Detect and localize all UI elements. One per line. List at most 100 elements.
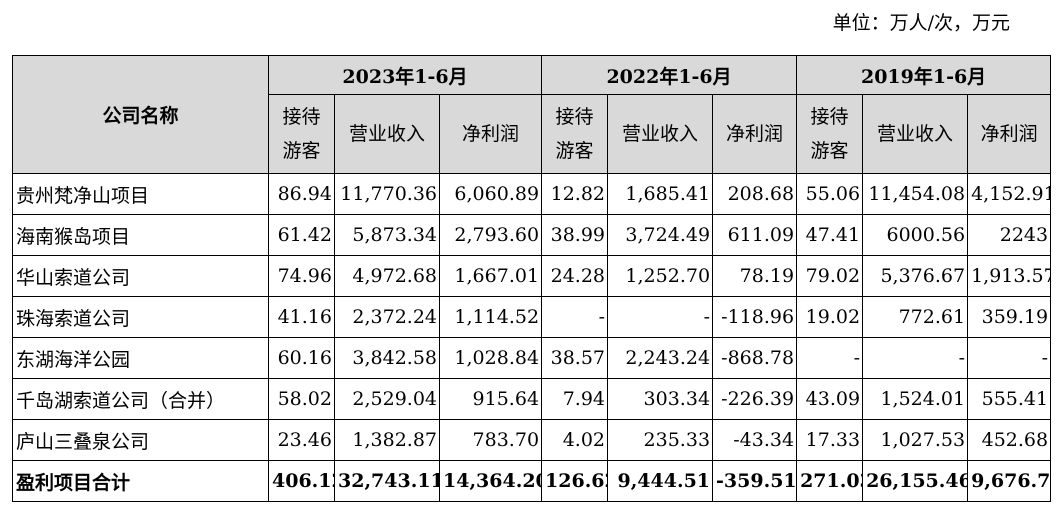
value-cell: 235.33 bbox=[607, 419, 714, 461]
visitors-header-label: 接待游客 bbox=[555, 106, 594, 162]
value-cell: 6,060.89 bbox=[438, 173, 543, 215]
value-cell: - bbox=[967, 337, 1052, 379]
value-cell: 2,243.24 bbox=[607, 337, 714, 379]
total-label-cell: 盈利项目合计 bbox=[12, 460, 269, 502]
value-cell: -226.39 bbox=[712, 378, 798, 420]
revenue-header: 营业收入 bbox=[862, 94, 969, 174]
value-cell: 1,667.01 bbox=[438, 255, 543, 297]
value-cell: 452.68 bbox=[967, 419, 1052, 461]
total-value-cell: 26,155.46 bbox=[862, 460, 969, 502]
value-cell: 303.34 bbox=[607, 378, 714, 420]
value-cell: 60.16 bbox=[268, 337, 335, 379]
value-cell: 208.68 bbox=[712, 173, 798, 215]
company-name-cell: 东湖海洋公园 bbox=[12, 337, 269, 379]
visitors-header: 接待游客 bbox=[796, 94, 864, 174]
visitors-header: 接待游客 bbox=[541, 94, 609, 174]
value-cell: 783.70 bbox=[438, 419, 543, 461]
value-cell: 17.33 bbox=[796, 419, 864, 461]
value-cell: 11,770.36 bbox=[334, 173, 440, 215]
total-value-cell: 9,676.76 bbox=[967, 460, 1052, 502]
value-cell: 4.02 bbox=[541, 419, 609, 461]
company-name-cell: 千岛湖索道公司（合并） bbox=[12, 378, 269, 420]
value-cell: 4,972.68 bbox=[334, 255, 440, 297]
total-value-cell: 32,743.11 bbox=[334, 460, 440, 502]
value-cell: 78.19 bbox=[712, 255, 798, 297]
total-value-cell: -359.51 bbox=[712, 460, 798, 502]
value-cell: -43.34 bbox=[712, 419, 798, 461]
table-row: 华山索道公司 74.96 4,972.68 1,667.01 24.28 1,2… bbox=[12, 255, 1052, 297]
total-value-cell: 406.12 bbox=[268, 460, 335, 502]
table-row: 庐山三叠泉公司 23.46 1,382.87 783.70 4.02 235.3… bbox=[12, 419, 1052, 461]
period-header-2019: 2019年1-6月 bbox=[796, 55, 1052, 95]
value-cell: 5,873.34 bbox=[334, 214, 440, 256]
visitors-header-label: 接待游客 bbox=[282, 106, 321, 162]
value-cell: 3,842.58 bbox=[334, 337, 440, 379]
value-cell: 7.94 bbox=[541, 378, 609, 420]
value-cell: 6000.56 bbox=[862, 214, 969, 256]
visitors-header: 接待游客 bbox=[268, 94, 335, 174]
value-cell: 43.09 bbox=[796, 378, 864, 420]
value-cell: 23.46 bbox=[268, 419, 335, 461]
net-profit-header: 净利润 bbox=[438, 94, 543, 174]
value-cell: 1,252.70 bbox=[607, 255, 714, 297]
value-cell: 41.16 bbox=[268, 296, 335, 338]
total-value-cell: 126.62 bbox=[541, 460, 609, 502]
value-cell: 1,028.84 bbox=[438, 337, 543, 379]
value-cell: 2,529.04 bbox=[334, 378, 440, 420]
net-profit-header: 净利润 bbox=[967, 94, 1052, 174]
value-cell: 38.99 bbox=[541, 214, 609, 256]
value-cell: - bbox=[796, 337, 864, 379]
value-cell: -868.78 bbox=[712, 337, 798, 379]
unit-note: 单位：万人/次，万元 bbox=[832, 12, 1010, 34]
value-cell: - bbox=[862, 337, 969, 379]
value-cell: 359.19 bbox=[967, 296, 1052, 338]
period-header-2023: 2023年1-6月 bbox=[267, 55, 543, 95]
value-cell: 11,454.08 bbox=[862, 173, 969, 215]
value-cell: 38.57 bbox=[541, 337, 609, 379]
value-cell: 4,152.91 bbox=[967, 173, 1052, 215]
period-header-2022: 2022年1-6月 bbox=[541, 55, 798, 95]
value-cell: 12.82 bbox=[541, 173, 609, 215]
value-cell: 2,372.24 bbox=[334, 296, 440, 338]
value-cell: 79.02 bbox=[796, 255, 864, 297]
company-name-cell: 珠海索道公司 bbox=[12, 296, 269, 338]
total-value-cell: 9,444.51 bbox=[607, 460, 714, 502]
table-row: 贵州梵净山项目 86.94 11,770.36 6,060.89 12.82 1… bbox=[12, 173, 1052, 215]
value-cell: 1,524.01 bbox=[862, 378, 969, 420]
total-value-cell: 271.03 bbox=[796, 460, 864, 502]
value-cell: -118.96 bbox=[712, 296, 798, 338]
revenue-header: 营业收入 bbox=[334, 94, 440, 174]
table-body: 贵州梵净山项目 86.94 11,770.36 6,060.89 12.82 1… bbox=[12, 173, 1052, 502]
value-cell: 74.96 bbox=[268, 255, 335, 297]
company-name-cell: 贵州梵净山项目 bbox=[12, 173, 269, 215]
value-cell: 2,793.60 bbox=[438, 214, 543, 256]
value-cell: 24.28 bbox=[541, 255, 609, 297]
value-cell: - bbox=[541, 296, 609, 338]
value-cell: 86.94 bbox=[268, 173, 335, 215]
value-cell: 2243 bbox=[967, 214, 1052, 256]
value-cell: 555.41 bbox=[967, 378, 1052, 420]
revenue-header: 营业收入 bbox=[607, 94, 714, 174]
value-cell: 3,724.49 bbox=[607, 214, 714, 256]
value-cell: 55.06 bbox=[796, 173, 864, 215]
value-cell: 772.61 bbox=[862, 296, 969, 338]
company-name-cell: 庐山三叠泉公司 bbox=[12, 419, 269, 461]
value-cell: 61.42 bbox=[268, 214, 335, 256]
company-name-cell: 海南猴岛项目 bbox=[12, 214, 269, 256]
company-name-cell: 华山索道公司 bbox=[12, 255, 269, 297]
value-cell: 1,027.53 bbox=[862, 419, 969, 461]
table-row: 千岛湖索道公司（合并） 58.02 2,529.04 915.64 7.94 3… bbox=[12, 378, 1052, 420]
value-cell: 1,913.57 bbox=[967, 255, 1052, 297]
table-header: 公司名称 2023年1-6月 2022年1-6月 2019年1-6月 接待游客 … bbox=[12, 55, 1052, 174]
value-cell: 47.41 bbox=[796, 214, 864, 256]
value-cell: 915.64 bbox=[438, 378, 543, 420]
value-cell: 1,114.52 bbox=[438, 296, 543, 338]
table-row: 珠海索道公司 41.16 2,372.24 1,114.52 - - -118.… bbox=[12, 296, 1052, 338]
value-cell: - bbox=[607, 296, 714, 338]
financial-table: 公司名称 2023年1-6月 2022年1-6月 2019年1-6月 接待游客 … bbox=[12, 55, 1052, 502]
value-cell: 1,382.87 bbox=[334, 419, 440, 461]
visitors-header-label: 接待游客 bbox=[810, 106, 849, 162]
company-name-header: 公司名称 bbox=[12, 55, 269, 174]
total-row: 盈利项目合计 406.12 32,743.11 14,364.20 126.62… bbox=[12, 460, 1052, 502]
value-cell: 1,685.41 bbox=[607, 173, 714, 215]
